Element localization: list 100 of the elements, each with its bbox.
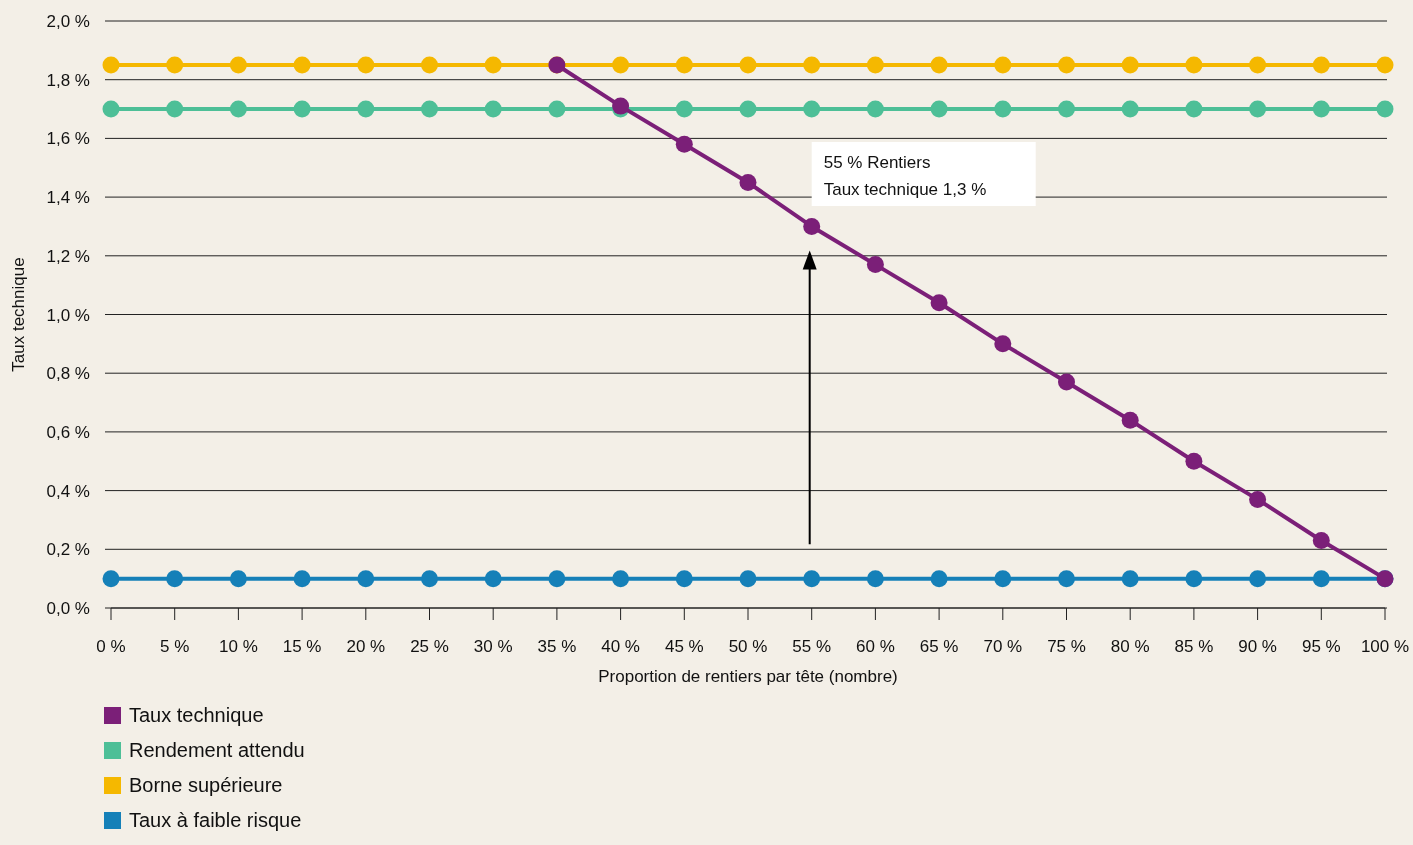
point [1121, 411, 1139, 429]
x-tick-label: 15 % [282, 637, 322, 656]
point [548, 570, 566, 588]
point [357, 570, 375, 588]
point [1249, 490, 1267, 508]
point [930, 100, 948, 118]
y-tick-label: 1,4 % [46, 188, 90, 208]
x-tick-label: 35 % [537, 637, 577, 656]
x-axis-title: Proportion de rentiers par tête (nombre) [598, 667, 898, 686]
point [994, 335, 1012, 353]
x-tick-label: 50 % [728, 637, 768, 656]
point [357, 56, 375, 74]
x-tick-label: 25 % [410, 637, 449, 656]
y-tick-label: 1,0 % [46, 305, 90, 325]
point [102, 100, 120, 118]
point [1312, 56, 1330, 74]
y-tick-label: 1,6 % [46, 129, 90, 149]
y-tick-label: 2,0 % [46, 12, 90, 31]
point [1376, 56, 1394, 74]
point [1185, 452, 1203, 470]
point [739, 173, 757, 191]
y-tick-label: 1,8 % [46, 70, 90, 90]
point [421, 570, 438, 588]
point [1058, 570, 1075, 588]
point [1058, 373, 1075, 391]
point [994, 56, 1012, 74]
y-tick-label: 0,0 % [46, 599, 90, 618]
x-tick-label: 5 % [160, 637, 190, 656]
point [1312, 532, 1330, 549]
x-tick-label: 90 % [1238, 637, 1277, 656]
point [1121, 56, 1139, 74]
point [930, 56, 948, 74]
x-tick-label: 40 % [601, 637, 640, 656]
point [930, 570, 948, 588]
point [421, 56, 438, 74]
x-tick-label: 10 % [219, 637, 258, 656]
point [229, 100, 247, 118]
point [293, 100, 311, 118]
point [229, 56, 247, 74]
point [739, 570, 757, 588]
point [1312, 570, 1330, 588]
point [1376, 100, 1394, 118]
point [739, 56, 757, 74]
point [1249, 570, 1267, 588]
x-tick-label: 45 % [664, 637, 704, 656]
point [229, 570, 247, 588]
legend-label: Taux à faible risque [129, 809, 302, 831]
legend-label: Taux technique [129, 704, 264, 726]
x-tick-label: 0 % [96, 637, 126, 656]
point [293, 570, 311, 588]
point [866, 256, 884, 274]
point [484, 100, 502, 118]
point [1312, 100, 1330, 118]
x-tick-label: 70 % [983, 637, 1023, 656]
point [866, 100, 884, 118]
point [930, 294, 948, 312]
point [1121, 570, 1139, 588]
x-tick-label: 80 % [1110, 637, 1150, 656]
point [548, 100, 566, 118]
point [675, 56, 693, 74]
y-tick-label: 0,6 % [46, 422, 90, 442]
point [803, 217, 821, 235]
point [166, 100, 184, 118]
point [484, 570, 502, 588]
x-tick-label: 85 % [1174, 637, 1214, 656]
point [1121, 100, 1139, 118]
point [612, 56, 630, 74]
legend-label: Borne supérieure [129, 774, 283, 796]
point [166, 570, 184, 588]
point [166, 56, 184, 74]
y-tick-label: 0,8 % [46, 364, 90, 384]
point [739, 100, 757, 118]
point [1249, 56, 1267, 74]
y-tick-label: 0,2 % [46, 540, 90, 560]
x-tick-label: 60 % [856, 637, 895, 656]
point [866, 56, 884, 74]
y-axis-title: Taux technique [9, 257, 28, 372]
point [1185, 56, 1203, 74]
point [1058, 56, 1075, 74]
point [293, 56, 311, 74]
point [803, 100, 821, 118]
point [675, 570, 693, 588]
point [484, 56, 502, 74]
x-tick-label: 65 % [919, 637, 959, 656]
point [102, 56, 120, 74]
point [675, 135, 693, 153]
x-tick-label: 20 % [346, 637, 386, 656]
x-tick-label: 55 % [792, 637, 832, 656]
x-tick-label: 75 % [1047, 637, 1086, 656]
point [612, 570, 630, 588]
x-tick-label: 100 % [1360, 637, 1410, 656]
point [1249, 100, 1267, 118]
point [803, 570, 821, 588]
point [1185, 570, 1203, 588]
point [102, 570, 120, 588]
point [994, 100, 1012, 118]
point [1058, 100, 1075, 118]
y-tick-label: 1,2 % [46, 246, 90, 266]
point [675, 100, 693, 118]
annotation: 55 % Rentiers Taux technique 1,3 % [823, 153, 987, 199]
